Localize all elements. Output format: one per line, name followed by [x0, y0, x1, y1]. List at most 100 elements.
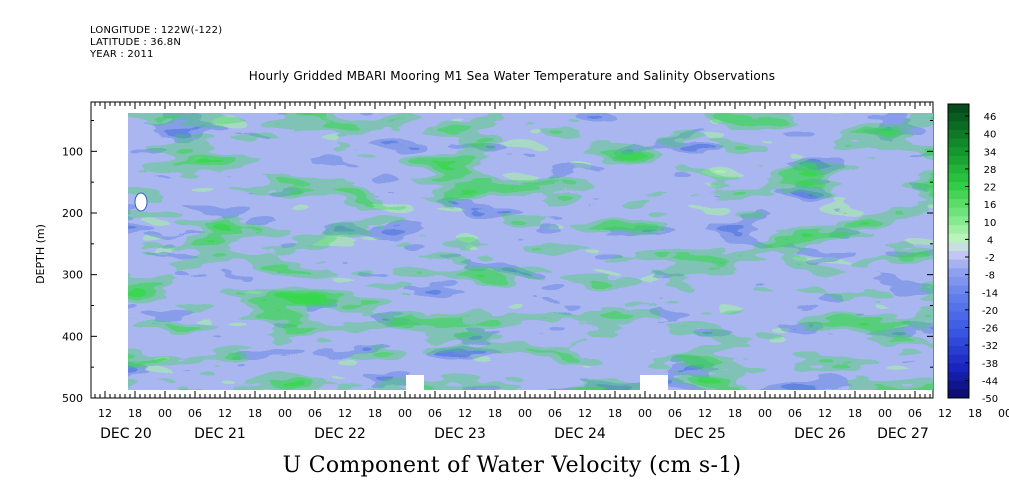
colorbar-label: 40: [984, 130, 997, 141]
colorbar-segment: [948, 216, 969, 226]
x-tick-label: 06: [788, 407, 802, 420]
colorbar-segment: [948, 181, 969, 191]
x-day-label: DEC 20: [100, 426, 152, 442]
colorbar-segment: [948, 173, 969, 183]
x-tick-label: 06: [668, 407, 682, 420]
colorbar-label: -44: [982, 376, 998, 387]
colorbar-label: -8: [985, 271, 995, 282]
colorbar-segment: [948, 190, 969, 200]
colorbar-segment: [948, 233, 969, 243]
colorbar-segment: [948, 320, 969, 330]
colorbar-segment: [948, 242, 969, 252]
colorbar-segment: [948, 276, 969, 287]
colorbar-label: 34: [984, 147, 997, 158]
x-tick-label: 18: [968, 407, 982, 420]
x-tick-label: 12: [938, 407, 952, 420]
x-tick-label: 18: [368, 407, 382, 420]
colorbar-segment: [948, 346, 969, 356]
chart-title: Hourly Gridded MBARI Mooring M1 Sea Wate…: [248, 69, 776, 83]
x-tick-label: 00: [398, 407, 412, 420]
x-tick-label: 00: [278, 407, 292, 420]
missing-data-patch: [640, 375, 668, 391]
x-tick-label: 06: [548, 407, 562, 420]
longitude-label: LONGITUDE : 122W(-122): [90, 25, 223, 36]
colorbar-label: -20: [982, 306, 998, 317]
colorbar-segment: [948, 389, 969, 399]
colorbar-segment: [948, 207, 969, 217]
missing-data-patch: [134, 192, 148, 212]
x-tick-label: 12: [698, 407, 712, 420]
y-axis-label: DEPTH (m): [34, 224, 47, 284]
colorbar-segment: [948, 138, 969, 148]
x-day-label: DEC 24: [554, 426, 606, 442]
colorbar-segment: [948, 372, 969, 382]
y-tick-label: 100: [62, 145, 83, 158]
heatmap-field: [128, 113, 933, 390]
colorbar-label: 46: [984, 112, 997, 123]
colorbar-label: -2: [985, 253, 995, 264]
x-tick-label: 00: [878, 407, 892, 420]
x-tick-label: 12: [578, 407, 592, 420]
latitude-label: LATITUDE : 36.8N: [90, 37, 182, 48]
colorbar-segment: [948, 268, 969, 278]
y-tick-label: 300: [62, 269, 83, 282]
year-label: YEAR : 2011: [90, 49, 154, 60]
x-tick-label: 18: [248, 407, 262, 420]
colorbar-segment: [948, 199, 969, 209]
x-tick-label: 06: [308, 407, 322, 420]
y-axis: 100 200 300 400 500: [62, 120, 933, 405]
colorbar-segment: [948, 294, 969, 304]
x-tick-label: 00: [998, 407, 1009, 420]
x-axis-label: U Component of Water Velocity (cm s-1): [282, 453, 742, 478]
x-tick-label: 06: [908, 407, 922, 420]
x-tick-label: 06: [428, 407, 442, 420]
colorbar-segment: [948, 112, 969, 122]
x-day-label: DEC 26: [794, 426, 846, 442]
x-day-label: DEC 23: [434, 426, 486, 442]
x-tick-label: 18: [848, 407, 862, 420]
x-tick-label: 12: [218, 407, 232, 420]
x-tick-label: 06: [188, 407, 202, 420]
x-day-label: DEC 22: [314, 426, 366, 442]
y-tick-label: 500: [62, 392, 83, 405]
colorbar-label: -26: [982, 324, 998, 335]
x-tick-label: 00: [158, 407, 172, 420]
colorbar-segment: [948, 311, 969, 321]
colorbar-segment: [948, 380, 969, 390]
x-tick-label: 00: [758, 407, 772, 420]
colorbar-label: 4: [987, 235, 993, 246]
colorbar-label: 22: [984, 183, 997, 194]
colorbar-segment: [948, 363, 969, 373]
colorbar-segment: [948, 104, 969, 114]
x-day-label: DEC 21: [194, 426, 246, 442]
colorbar-segment: [948, 328, 969, 338]
colorbar-segment: [948, 354, 969, 364]
colorbar-segment: [948, 285, 969, 295]
colorbar-segment: [948, 164, 969, 174]
x-tick-label: 18: [728, 407, 742, 420]
x-tick-label: 18: [128, 407, 142, 420]
colorbar-label: -38: [982, 359, 998, 370]
x-tick-label: 00: [638, 407, 652, 420]
colorbar-label: 28: [984, 165, 997, 176]
x-tick-label: 12: [458, 407, 472, 420]
x-tick-label: 12: [338, 407, 352, 420]
colorbar-label: -50: [982, 394, 998, 405]
x-tick-label: 00: [518, 407, 532, 420]
colorbar-segment: [948, 155, 969, 166]
colorbar-label: 10: [984, 218, 997, 229]
colorbar-segment: [948, 129, 969, 140]
colorbar-label: -14: [982, 288, 998, 299]
colorbar-segment: [948, 121, 969, 131]
y-tick-label: 200: [62, 207, 83, 220]
colorbar-segment: [948, 259, 969, 269]
x-tick-label: 18: [608, 407, 622, 420]
colorbar-label: -32: [982, 341, 998, 352]
colorbar-segment: [948, 251, 969, 261]
colorbar-segment: [948, 225, 969, 235]
x-tick-label: 12: [818, 407, 832, 420]
x-day-label: DEC 25: [674, 426, 726, 442]
x-tick-label: 18: [488, 407, 502, 420]
colorbar-segment: [948, 302, 969, 313]
